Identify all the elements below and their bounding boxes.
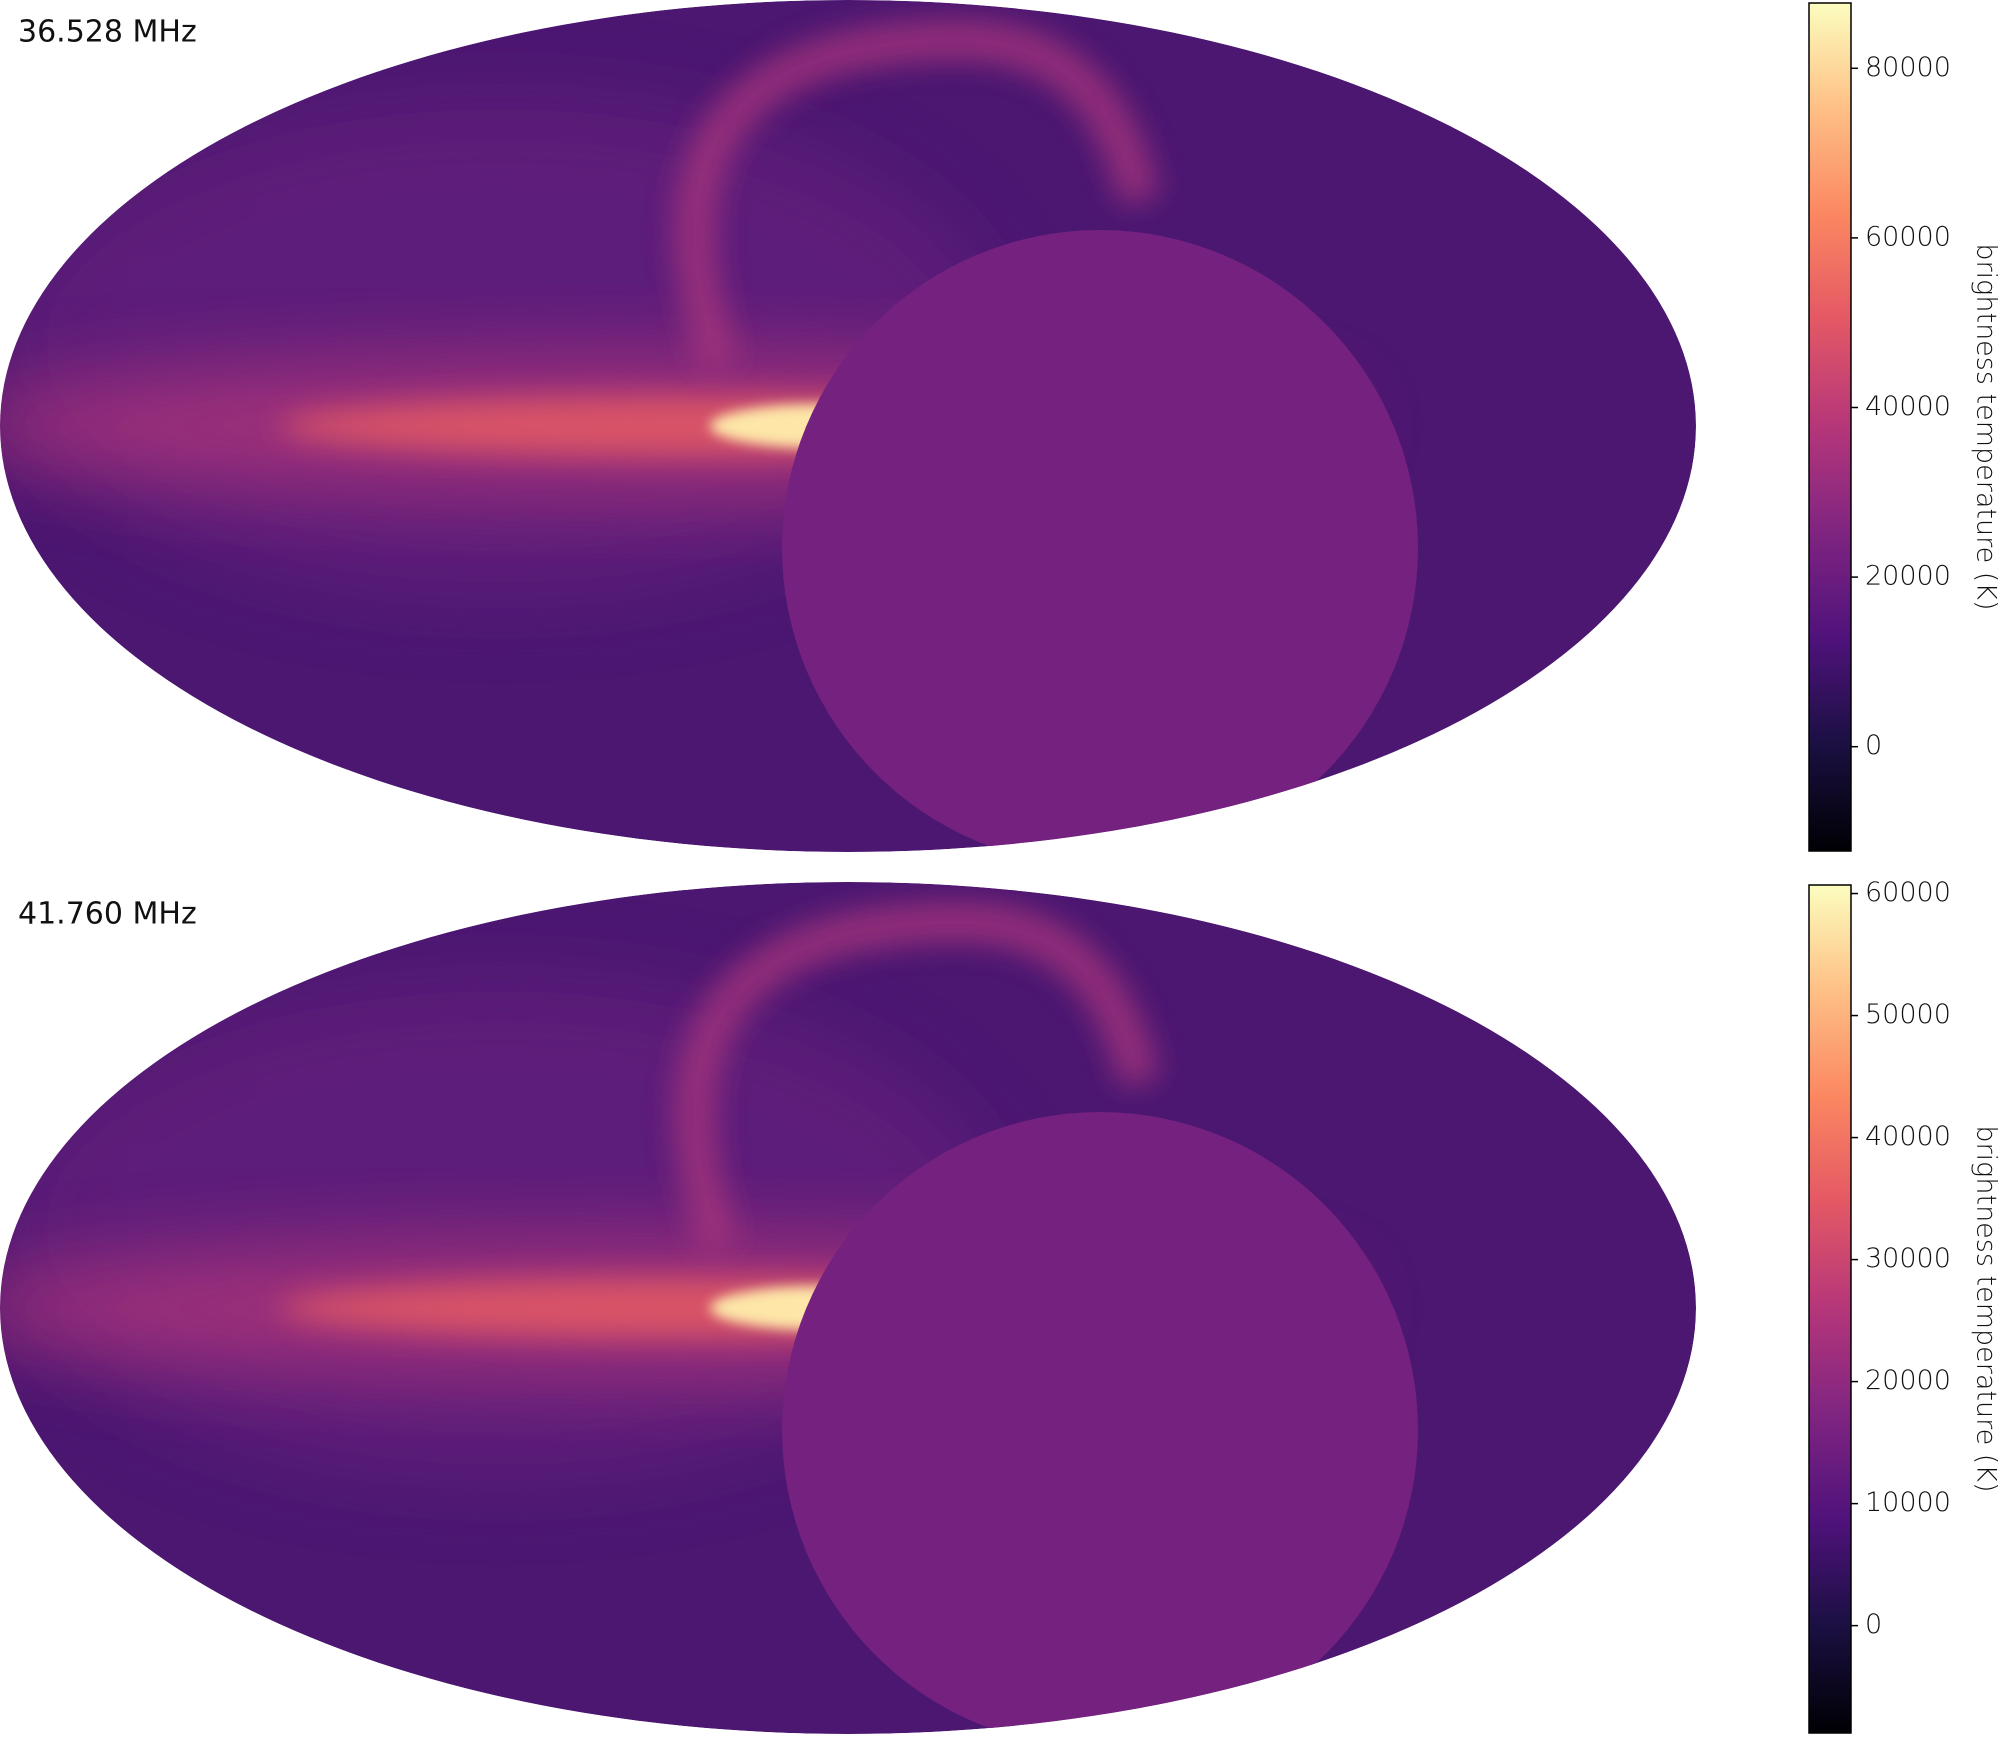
masked-region (782, 1112, 1418, 1735)
colorbar-tick-label: 50000 (1865, 999, 1951, 1030)
masked-region (782, 230, 1418, 866)
panel-title: 41.760 MHz (18, 897, 197, 932)
colorbar-tick-label: 10000 (1865, 1487, 1951, 1518)
sky-map (0, 882, 1696, 1735)
colorbar-tick-label: 30000 (1865, 1243, 1951, 1274)
colorbar-tick-label: 0 (1865, 1609, 1882, 1640)
colorbar-tick-label: 20000 (1865, 561, 1951, 592)
colorbar-tick-label: 60000 (1865, 221, 1951, 252)
colorbar-tick-label: 20000 (1865, 1365, 1951, 1396)
colorbar (1809, 885, 1851, 1733)
colorbar-label: brightness temperature (K) (1971, 1125, 2000, 1492)
panel-title: 36.528 MHz (18, 15, 197, 50)
colorbar (1809, 3, 1851, 851)
colorbar-tick-label: 0 (1865, 730, 1882, 761)
colorbar-label: brightness temperature (K) (1971, 243, 2000, 610)
colorbar-tick-label: 60000 (1865, 877, 1951, 908)
colorbar-tick-label: 40000 (1865, 391, 1951, 422)
sky-map (0, 0, 1696, 866)
colorbar-tick-label: 40000 (1865, 1121, 1951, 1152)
colorbar-tick-label: 80000 (1865, 52, 1951, 83)
